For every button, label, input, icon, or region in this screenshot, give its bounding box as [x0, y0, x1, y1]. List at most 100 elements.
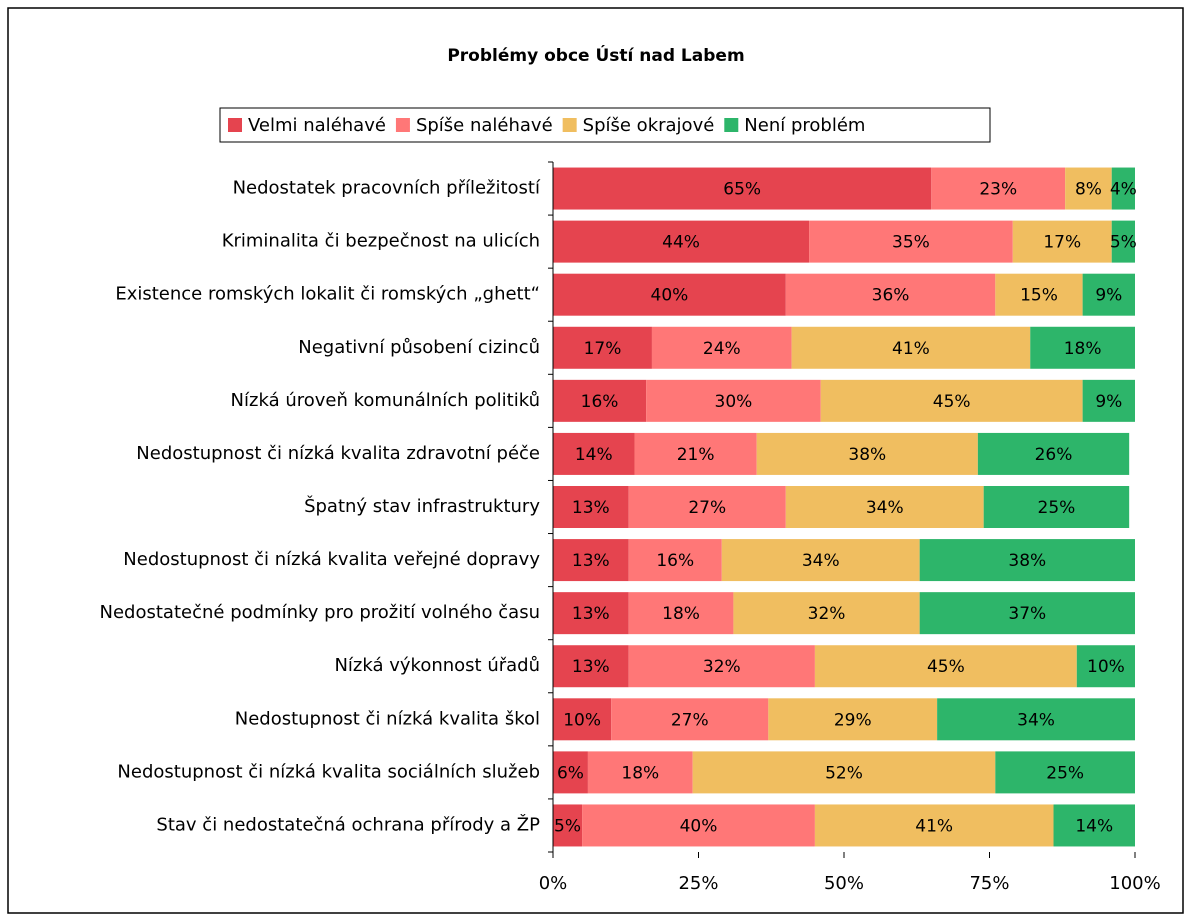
bar-segment [931, 167, 1066, 210]
bar-segment [995, 751, 1135, 794]
bar-segment [814, 804, 1054, 847]
bar-segment [1111, 167, 1135, 210]
bar-segment [1030, 326, 1135, 369]
bar-segment [553, 167, 932, 210]
bar-segment [553, 592, 629, 635]
bar-segment [995, 273, 1083, 316]
data-label: 13% [572, 498, 610, 518]
category-label: Kriminalita či bezpečnost na ulicích [222, 231, 540, 252]
data-label: 9% [1095, 392, 1122, 412]
data-label: 37% [1008, 604, 1046, 624]
bar-segment [553, 379, 647, 422]
bar-segment [977, 432, 1130, 475]
legend-label: Není problém [744, 115, 865, 136]
data-label: 9% [1095, 286, 1122, 306]
data-label: 52% [825, 763, 863, 783]
data-label: 24% [703, 339, 741, 359]
bar-segment [553, 326, 652, 369]
data-label: 34% [1017, 710, 1055, 730]
data-label: 29% [834, 710, 872, 730]
legend-swatch [724, 118, 739, 132]
data-label: 32% [808, 604, 846, 624]
bar-segment [1012, 220, 1112, 263]
bar-segment [553, 645, 629, 688]
legend-swatch [395, 118, 410, 132]
data-label: 13% [572, 551, 610, 571]
data-label: 34% [866, 498, 904, 518]
category-label: Nedostupnost či nízká kvalita sociálních… [117, 761, 540, 782]
legend-label: Velmi naléhavé [248, 115, 386, 136]
bar-segment [634, 432, 757, 475]
bar-segment [553, 539, 629, 582]
category-label: Nedostupnost či nízká kvalita veřejné do… [123, 549, 540, 570]
data-label: 44% [662, 233, 700, 253]
bar-segment [553, 486, 629, 528]
data-label: 5% [554, 816, 581, 836]
data-label: 16% [581, 392, 619, 412]
data-label: 25% [1038, 498, 1076, 518]
data-label: 10% [1087, 657, 1125, 677]
bar-segment [1082, 379, 1135, 422]
data-label: 21% [677, 445, 715, 465]
data-label: 18% [621, 763, 659, 783]
bar-segment [785, 273, 996, 316]
data-label: 18% [1064, 339, 1102, 359]
x-tick-label: 25% [678, 873, 718, 894]
category-label: Nedostatek pracovních příležitostí [233, 178, 541, 199]
data-label: 38% [848, 445, 886, 465]
data-label: 41% [915, 816, 953, 836]
category-label: Nedostupnost či nízká kvalita zdravotní … [136, 443, 540, 464]
category-label: Nízká výkonnost úřadů [334, 655, 540, 676]
category-label: Nedostatečné podmínky pro prožití volnéh… [100, 602, 540, 623]
data-label: 38% [1008, 551, 1046, 571]
data-label: 14% [575, 445, 613, 465]
data-label: 36% [872, 286, 910, 306]
legend-swatch [228, 118, 242, 132]
data-label: 15% [1020, 286, 1058, 306]
x-tick-label: 100% [1109, 873, 1160, 894]
bar-segment [937, 698, 1135, 741]
bar-segment [756, 432, 978, 475]
category-label: Nízká úroveň komunálních politiků [231, 390, 540, 411]
bar-segment [553, 804, 583, 847]
data-label: 41% [892, 339, 930, 359]
data-label: 30% [715, 392, 753, 412]
bar-segment [983, 486, 1130, 528]
bar-segment [553, 751, 588, 794]
data-label: 4% [1110, 180, 1137, 200]
data-label: 40% [651, 286, 689, 306]
bar-segment [646, 379, 821, 422]
bar-segment [814, 645, 1077, 688]
category-label: Negativní působení cizinců [298, 337, 540, 358]
bar-segment [587, 751, 693, 794]
data-label: 16% [656, 551, 694, 571]
data-label: 13% [572, 657, 610, 677]
bar-segment [733, 592, 920, 635]
bar-segment [692, 751, 996, 794]
data-label: 17% [1043, 233, 1081, 253]
bar-segment [820, 379, 1083, 422]
data-label: 13% [572, 604, 610, 624]
legend-box [219, 107, 991, 143]
category-label: Existence romských lokalit či romských „… [115, 284, 540, 305]
data-label: 18% [662, 604, 700, 624]
data-label: 35% [892, 233, 930, 253]
data-label: 45% [927, 657, 965, 677]
data-label: 40% [680, 816, 718, 836]
bar-segment [1111, 220, 1135, 263]
bar-segment [919, 539, 1135, 582]
bar-segment [582, 804, 815, 847]
x-tick-label: 75% [969, 873, 1009, 894]
data-label: 6% [557, 763, 584, 783]
data-label: 65% [723, 180, 761, 200]
data-label: 10% [563, 710, 601, 730]
category-label: Stav či nedostatečná ochrana přírody a Ž… [156, 813, 540, 835]
data-label: 34% [802, 551, 840, 571]
data-label: 14% [1075, 816, 1113, 836]
data-label: 17% [584, 339, 622, 359]
category-label: Nedostupnost či nízká kvalita škol [235, 708, 540, 729]
bar-segment [721, 539, 920, 582]
bar-segment [919, 592, 1135, 635]
bar-segment [553, 698, 612, 741]
bar-segment [791, 326, 1031, 369]
